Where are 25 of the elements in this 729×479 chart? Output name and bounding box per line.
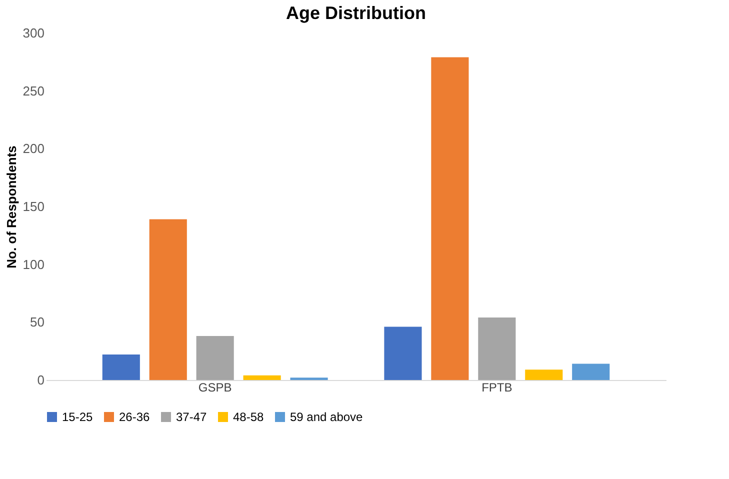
legend-label: 48-58 — [233, 410, 264, 424]
y-tick-label: 200 — [22, 141, 44, 156]
bar — [149, 219, 187, 380]
y-tick-label: 0 — [37, 372, 44, 388]
y-tick-label: 300 — [22, 26, 44, 40]
legend-label: 26-36 — [119, 410, 150, 424]
bar — [431, 57, 469, 380]
x-tick-label: FPTB — [482, 380, 512, 394]
bar — [243, 375, 281, 380]
bar — [102, 354, 140, 380]
x-tick-label: GSPB — [198, 380, 232, 394]
legend-label: 15-25 — [62, 410, 94, 424]
y-axis-title: No. of Respondents — [4, 146, 19, 268]
y-tick-label: 100 — [22, 256, 44, 272]
bar — [572, 364, 610, 380]
bar — [196, 336, 234, 380]
legend-label: 37-47 — [176, 410, 208, 424]
bar — [384, 326, 422, 380]
bar — [478, 318, 516, 380]
bar — [525, 370, 563, 380]
y-tick-label: 150 — [22, 199, 44, 214]
chart-title: Age Distribution — [286, 3, 426, 23]
legend-label: 59 and above — [290, 410, 364, 424]
y-tick-label: 250 — [22, 83, 44, 98]
y-tick-label: 50 — [30, 314, 44, 330]
